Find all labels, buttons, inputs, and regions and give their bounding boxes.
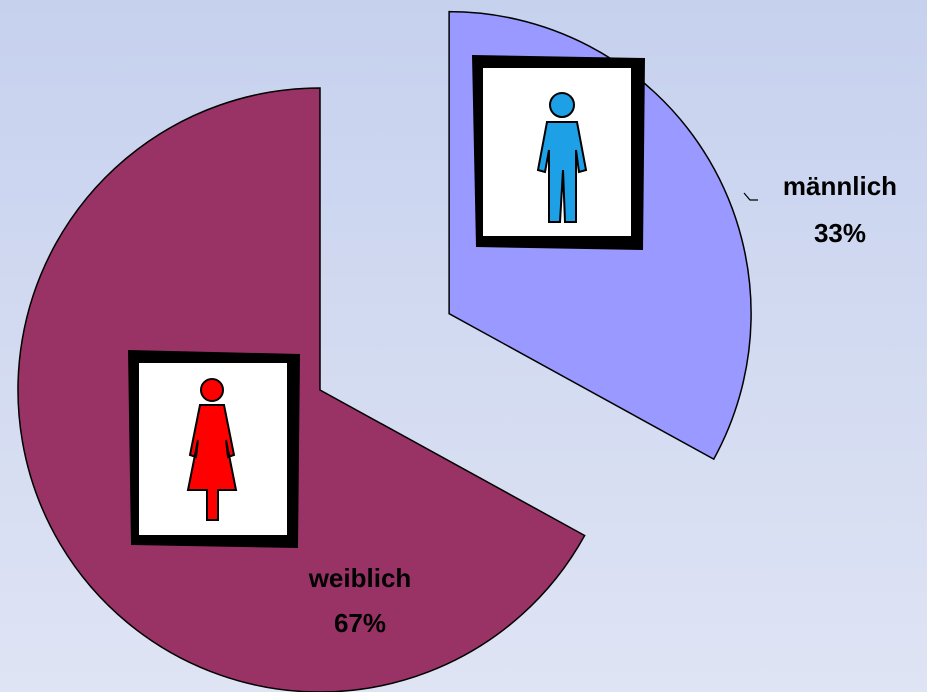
value-label: 67% bbox=[334, 608, 386, 638]
female-icon bbox=[128, 350, 300, 548]
value-label: 33% bbox=[814, 218, 866, 248]
male-icon bbox=[472, 55, 645, 250]
labels: männlich 33% weiblich 67% bbox=[308, 171, 897, 638]
leader-line bbox=[743, 192, 758, 201]
category-label: weiblich bbox=[308, 563, 412, 593]
category-label: männlich bbox=[783, 171, 897, 201]
icons bbox=[128, 55, 645, 548]
